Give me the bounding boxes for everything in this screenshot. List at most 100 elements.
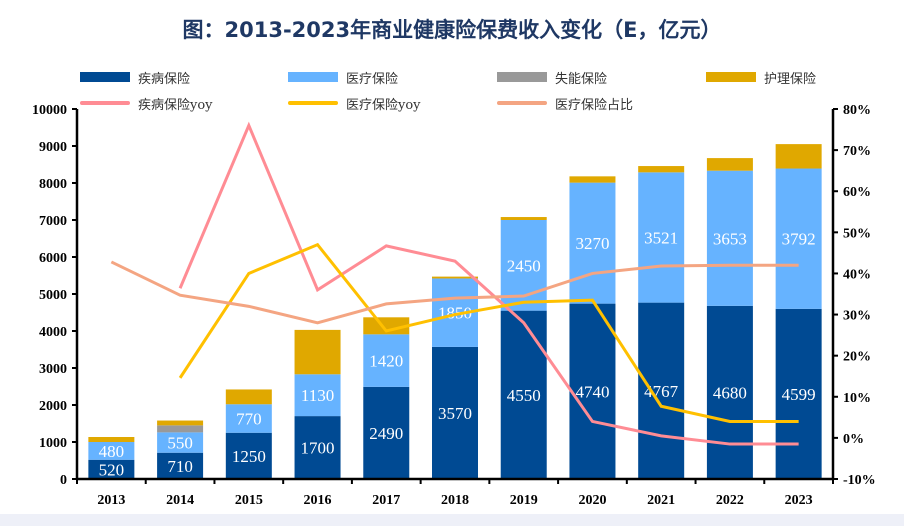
bar-data-label: 1130 [301,386,334,405]
right-tick-label: -10% [843,473,876,488]
bar-segment [569,182,616,304]
bar-data-label: 2490 [369,424,403,443]
bar-segment [706,305,753,479]
bar-data-label: 3653 [713,229,747,248]
bar-segment [157,420,204,426]
bar-data-label: 3792 [782,230,816,249]
left-tick-label: 6000 [39,251,67,266]
x-tick-label: 2014 [166,493,194,508]
legend-item: 医疗保险yoy [288,94,421,113]
bar-segment [638,302,685,479]
x-tick-label: 2021 [647,493,675,508]
legend-label: 医疗保险 [346,71,399,87]
bar-segment [775,308,822,479]
legend-item: 医疗保险 [288,68,399,87]
bar-segment [706,158,753,171]
bar-segment [294,416,341,479]
left-tick-label: 5000 [39,288,67,303]
bar-data-label: 4767 [644,382,679,401]
line-series [178,121,799,446]
x-tick-label: 2013 [97,493,125,508]
bar-data-label: 4599 [782,385,816,404]
bar-data-label: 4740 [575,382,609,401]
right-tick-label: 80% [843,103,871,118]
bar-data-label: 2450 [507,256,541,275]
left-tick-label: 9000 [39,140,67,155]
legend-label: 疾病保险 [138,71,191,87]
left-tick-label: 1000 [39,436,67,451]
x-tick-label: 2019 [510,493,538,508]
legend-label: 医疗保险占比 [555,97,634,113]
bar-segment [88,459,135,479]
bar-data-label: 1250 [232,447,266,466]
bar-data-label: 770 [236,410,262,429]
legend-item: 疾病保险yoy [80,94,213,113]
bar-segment [157,432,204,453]
legend-swatch [80,101,130,105]
bar-data-label: 550 [167,434,193,453]
bar-data-label: 4680 [713,383,747,402]
bar-segment [432,346,478,479]
right-tick-label: 70% [843,144,871,159]
left-tick-label: 0 [60,473,67,488]
bar-segment [225,389,272,405]
left-tick-label: 10000 [32,103,67,118]
bar-segment [363,386,410,479]
right-tick-label: 30% [843,309,871,324]
bar-segment [775,144,822,169]
bar-segment [706,170,753,306]
legend-item: 护理保险 [706,68,817,87]
right-tick-label: 60% [843,185,871,200]
left-tick-label: 8000 [39,177,67,192]
legend-swatch [288,101,338,105]
bar-segment [157,425,204,433]
bar-data-label: 1700 [301,439,335,458]
bar-data-label: 520 [99,460,125,479]
bar-group: 5204807105501250770170011302490142035701… [88,144,822,479]
bar-data-label: 710 [167,457,193,476]
bar-segment [569,176,616,183]
legend-swatch [706,72,756,82]
left-tick-label: 4000 [39,325,67,340]
x-tick-label: 2023 [785,493,813,508]
x-tick-label: 2015 [235,493,263,508]
right-tick-label: 10% [843,391,871,406]
legend-label: 护理保险 [764,71,817,87]
bar-segment [225,432,272,479]
right-tick-label: 50% [843,226,871,241]
legend-item: 医疗保险占比 [497,94,634,113]
legend-item: 失能保险 [497,68,608,87]
bar-segment [225,404,272,433]
bar-segment [500,310,547,479]
bar-data-label: 3521 [644,228,678,247]
line-series [178,242,799,423]
bar-segment [157,452,204,479]
bar-segment [569,303,616,479]
left-tick-label: 2000 [39,399,67,414]
bar-data-label: 3570 [438,404,472,423]
bar-segment [775,168,822,309]
bar-segment [432,276,478,279]
x-tick-label: 2018 [441,493,469,508]
bar-segment [88,437,135,442]
bottom-strip [0,514,904,526]
bar-segment [638,172,685,303]
bar-segment [500,217,547,220]
x-tick-label: 2022 [716,493,744,508]
legend-label: 医疗保险yoy [346,97,421,113]
x-tick-label: 2017 [372,493,400,508]
legend-label: 失能保险 [555,71,608,87]
legend-label: 疾病保险yoy [138,97,213,113]
bar-segment [294,329,341,375]
bar-data-label: 4550 [507,386,541,405]
bar-segment [638,166,685,173]
legend-swatch [288,72,338,82]
bar-data-label: 480 [99,442,125,461]
right-tick-label: 40% [843,267,871,282]
bar-segment [363,334,410,387]
line-series [110,260,799,325]
left-tick-label: 3000 [39,362,67,377]
bar-segment [363,317,410,335]
left-tick-label: 7000 [39,214,67,229]
